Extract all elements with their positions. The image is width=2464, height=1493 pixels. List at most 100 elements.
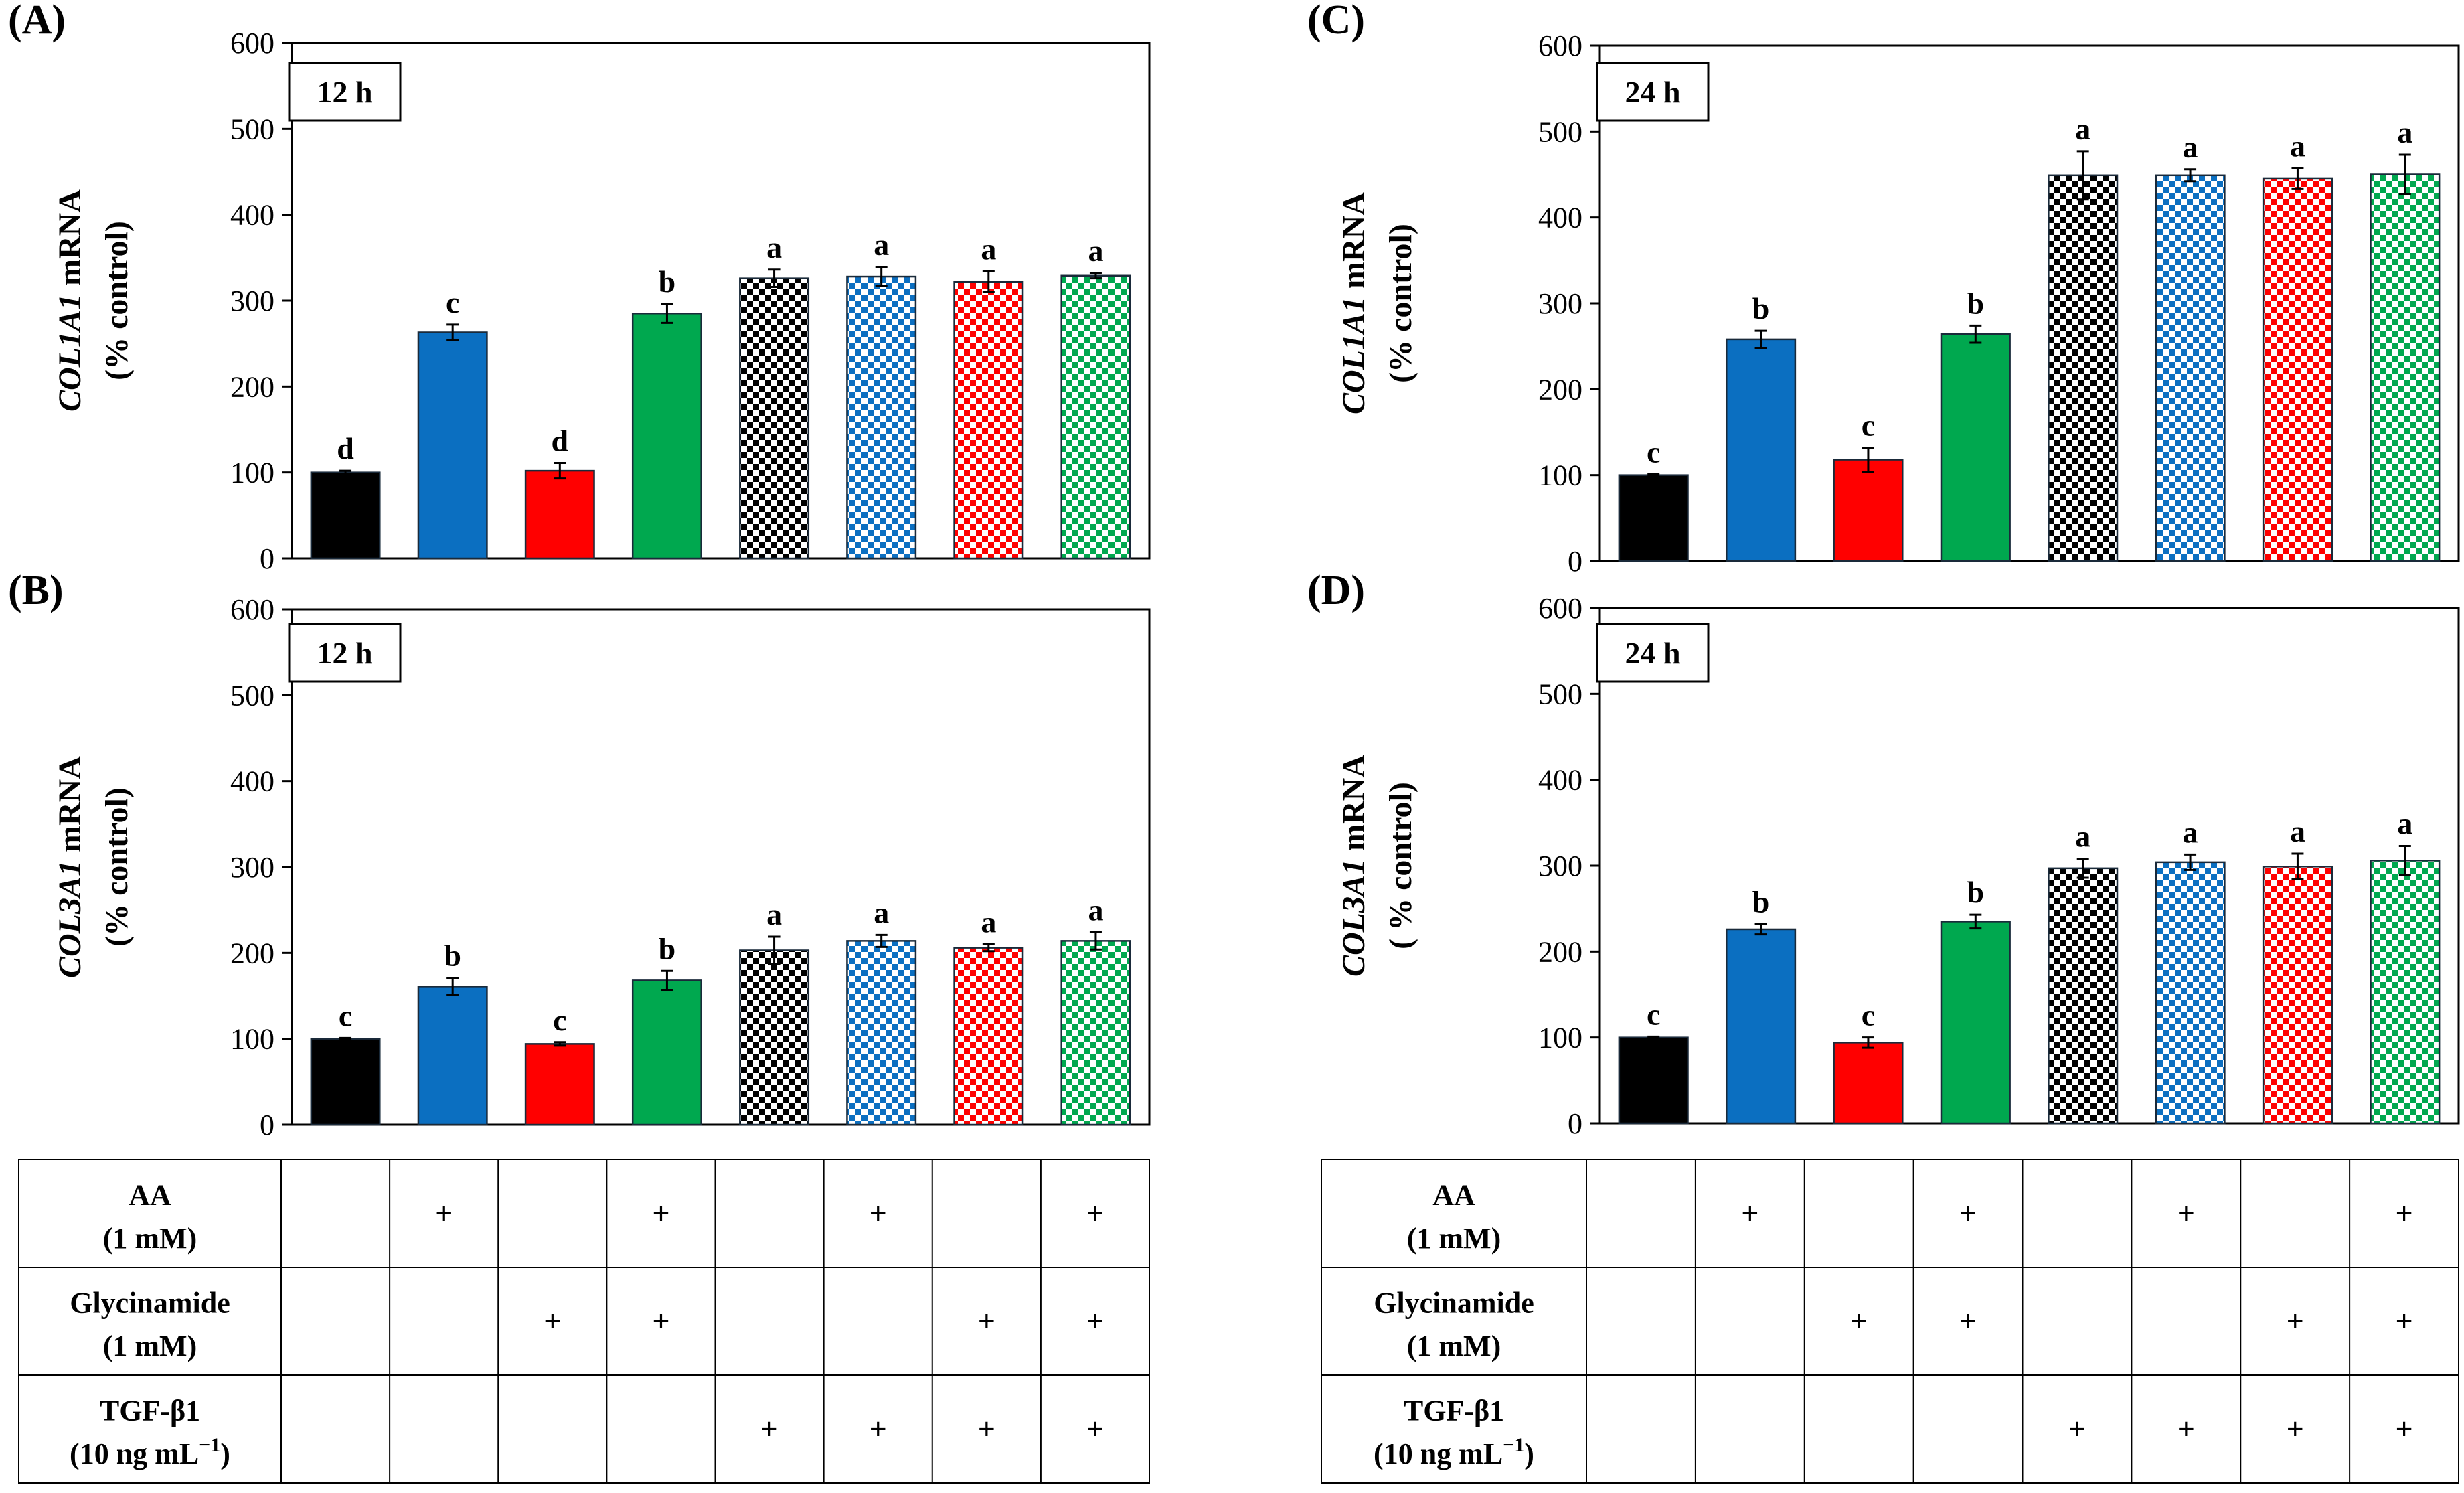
treatment-mark: + [1741,1196,1758,1231]
error-bar-1 [1647,1035,1660,1040]
y-axis-label-line2: (% control) [99,787,135,947]
table-frame [1321,1159,2459,1484]
bar-1 [310,1038,381,1126]
y-axis-label: COL1A1 mRNA [52,189,88,412]
bar-5 [739,949,810,1126]
error-bar-3 [1862,1036,1874,1049]
treatment-mark: + [1850,1304,1868,1338]
bar-1 [1618,1036,1689,1125]
charts-layer: (A) 0 100 200 300 400 500 600 COL1A1 mRNA (% cont… [8,0,2460,1142]
bar-5 [2048,174,2119,562]
significance-letter: c [1647,997,1660,1031]
y-tick-label: 500 [1538,115,1582,148]
error-bar-1 [339,1036,352,1041]
bar-4 [1940,921,2011,1125]
bar-1 [310,471,381,560]
error-bar-8 [2398,153,2411,195]
y-axis-label-gene: COL1A1 [1336,297,1372,414]
time-label-box [288,62,402,122]
y-tick-label: 400 [230,199,274,232]
error-bar-3 [554,1041,566,1047]
time-label: 24 h [1625,636,1680,670]
significance-letter: a [981,905,996,939]
significance-letter: a [1088,234,1103,268]
y-tick-label: 200 [1538,935,1582,968]
panel-label: (D) [1307,568,1365,613]
significance-letter: a [2075,819,2090,854]
treatment-concentration: (1 mM) [103,1222,197,1255]
y-tick-label: 300 [1538,850,1582,882]
chart-panel-b: (B) 0 100 200 300 400 500 600 COL3A1 mRNA (% cont… [8,568,1151,1142]
treatment-name: AA [129,1179,171,1212]
error-bar-5 [2076,150,2089,201]
treatment-mark: + [435,1196,453,1231]
y-axis-label-gene: COL1A1 [52,294,88,412]
bar-2 [1725,928,1797,1125]
error-bar-6 [2184,853,2197,871]
treatment-name: Glycinamide [1374,1287,1534,1320]
significance-letter: a [2183,815,2198,849]
treatment-table-left: AA (1 mM) + + + + Glycinamide (1 mM) + + + + TGF-β1 (… [18,1159,1150,1484]
significance-letter: c [553,1003,566,1037]
treatment-mark: + [2068,1412,2086,1446]
bar-8 [2370,860,2441,1125]
treatment-concentration: (1 mM) [103,1330,197,1362]
treatment-concentration: (1 mM) [1407,1222,1501,1255]
y-tick-label: 300 [1538,287,1582,320]
table-row: Glycinamide (1 mM) + + + + [1374,1287,2412,1362]
treatment-mark: + [1086,1304,1104,1338]
y-tick-label: 600 [1538,29,1582,62]
error-bar-7 [982,270,995,293]
y-axis-label-line2: ( % control) [1383,782,1418,949]
y-tick-label: 400 [230,765,274,798]
bar-8 [1060,274,1131,560]
time-label: 24 h [1625,75,1680,109]
chart-panel-a: (A) 0 100 200 300 400 500 600 COL1A1 mRNA (% cont… [8,0,1151,575]
significance-letter: a [981,232,996,266]
y-tick-label: 100 [1538,459,1582,492]
significance-letter: c [1647,435,1660,469]
bar-1 [1618,474,1689,562]
treatment-mark: + [978,1304,995,1338]
y-tick-label: 0 [260,1109,274,1142]
y-tick-label: 300 [230,285,274,317]
significance-letter: a [2075,112,2090,146]
time-label-box [1596,62,1710,122]
significance-letter: c [339,998,352,1032]
error-bar-2 [1754,923,1767,936]
error-bar-7 [982,943,995,953]
y-axis-label: COL1A1 mRNA [1336,192,1372,414]
chart-panel-d: (D) 0 100 200 300 400 500 600 COL3A1 mRNA ( % con… [1307,568,2460,1140]
table-row: TGF-β1 (10 ng mL−1) + + + + [1374,1395,2413,1470]
bar-7 [2262,866,2333,1125]
y-tick-label: 0 [1568,1107,1582,1140]
y-tick-label: 200 [230,370,274,403]
treatment-concentration: (1 mM) [1407,1330,1501,1362]
y-axis-label-unit: mRNA [52,189,88,294]
y-axis-label: COL3A1 mRNA [52,756,88,978]
treatment-mark: + [2395,1412,2412,1446]
bar-3 [1833,459,1904,562]
error-bar-8 [1089,931,1102,951]
y-tick-label: 600 [230,27,274,60]
y-tick-label: 400 [1538,202,1582,234]
time-label: 12 h [317,75,372,109]
y-tick-label: 500 [230,112,274,145]
significance-letter: b [1752,291,1770,325]
treatment-mark: + [870,1196,887,1231]
significance-letter: a [1088,893,1103,927]
treatment-mark: + [978,1412,995,1446]
bar-6 [2155,174,2226,562]
tables-layer: AA (1 mM) + + + + Glycinamide (1 mM) + + + + TGF-β1 (… [18,1159,2459,1484]
time-label-box [1596,623,1710,683]
treatment-mark: + [2395,1304,2412,1338]
significance-letter: a [2397,115,2412,149]
significance-letter: d [552,424,569,458]
significance-letter: a [874,895,889,929]
error-bar-4 [661,969,673,992]
significance-letter: a [766,897,782,931]
significance-letter: c [1862,408,1875,443]
treatment-concentration: (10 ng mL−1) [1374,1434,1534,1470]
significance-letter: a [2183,130,2198,164]
significance-letter: a [2290,129,2305,163]
